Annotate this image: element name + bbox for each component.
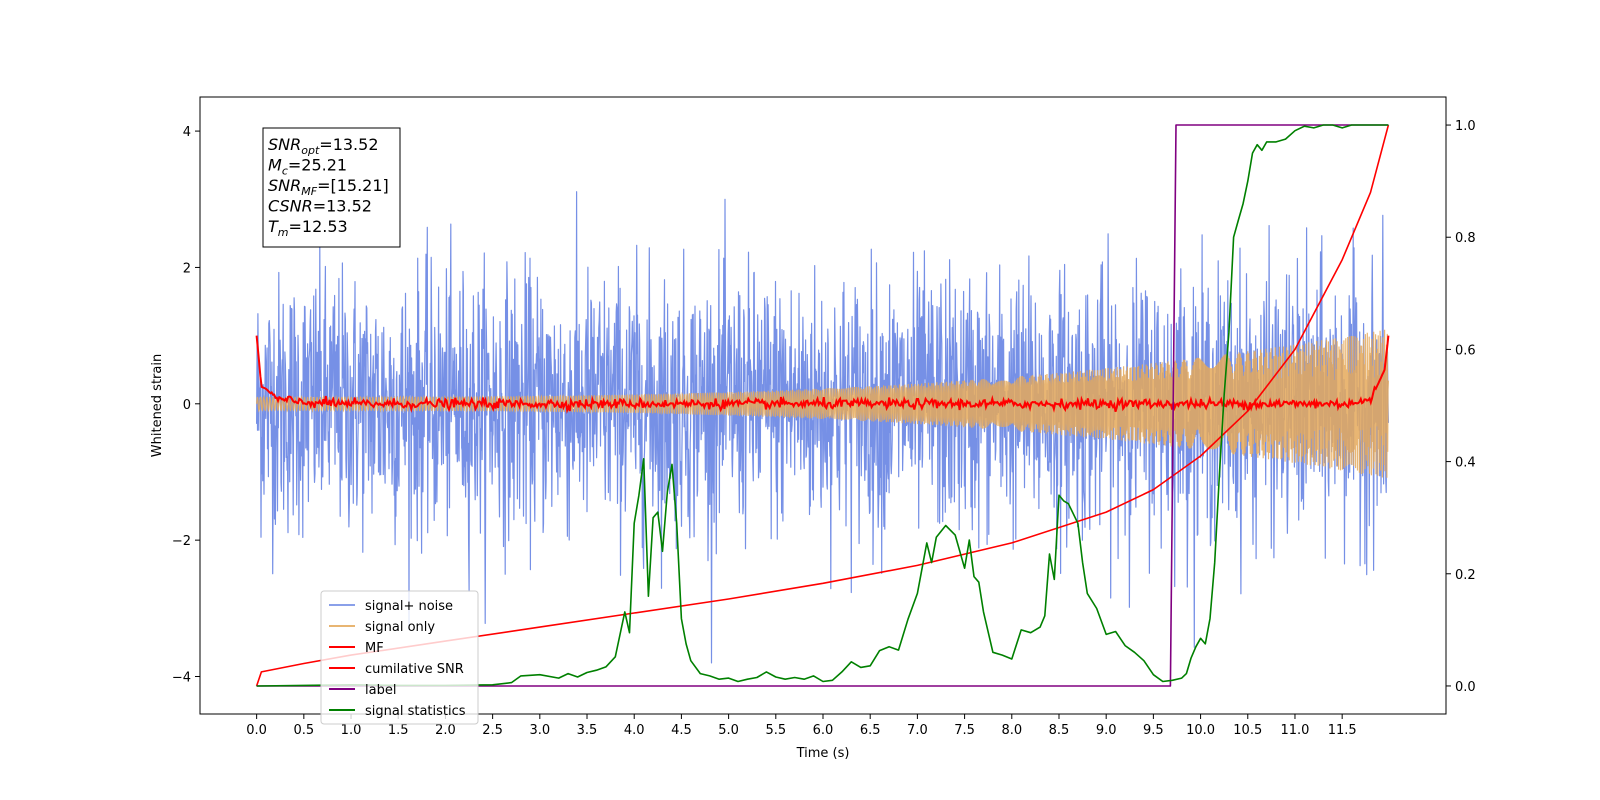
- series-label-line: [256, 124, 1389, 687]
- x-tick-label: 0.5: [293, 723, 314, 738]
- x-tick-label: 5.0: [718, 723, 739, 738]
- x-tick-label: 10.0: [1186, 723, 1215, 738]
- legend-label: cumilative SNR: [365, 662, 464, 677]
- x-tick-label: 8.0: [1001, 723, 1022, 738]
- series-signal-only-line: [256, 329, 1389, 478]
- legend-label: signal+ noise: [365, 599, 453, 614]
- series-mf-line: [255, 335, 1390, 415]
- annotation-line: CSNR=13.52: [268, 197, 372, 216]
- annotation-frame: [262, 127, 401, 248]
- y-axis-label: Whitened strain: [150, 354, 165, 457]
- legend-item: signal statistics: [329, 704, 466, 719]
- x-tick-label: 1.5: [388, 723, 409, 738]
- x-tick-label: 6.0: [813, 723, 834, 738]
- legend-item: label: [329, 683, 396, 698]
- x-tick-label: 10.5: [1233, 723, 1262, 738]
- y2-tick-label: 1.0: [1455, 119, 1476, 134]
- x-tick-label: 0.0: [246, 723, 267, 738]
- y2-tick-label: 0.2: [1455, 568, 1476, 583]
- y2-tick-label: 0.0: [1455, 680, 1476, 695]
- x-tick-label: 3.0: [529, 723, 550, 738]
- y-tick-label: 0: [183, 398, 191, 413]
- legend-frame: [320, 590, 479, 725]
- x-tick-label: 4.0: [624, 723, 645, 738]
- legend-label: signal only: [365, 620, 435, 635]
- x-tick-label: 1.0: [341, 723, 362, 738]
- legend-item: cumilative SNR: [329, 662, 464, 677]
- axis-ticks-layer: 0.0 0.5 1.0 1.5 2.0 2.5 3.0 3.5 4.0 4.5 5.0 5.5 6.0 6…: [172, 119, 1476, 738]
- series-signal-statistics-line: [256, 124, 1389, 687]
- x-tick-label: 11.0: [1280, 723, 1309, 738]
- y2-tick-label: 0.8: [1455, 231, 1476, 246]
- x-tick-label: 11.5: [1328, 723, 1357, 738]
- x-tick-label: 8.5: [1049, 723, 1070, 738]
- legend-item: signal+ noise: [329, 599, 453, 614]
- y-tick-label: 4: [183, 125, 191, 140]
- x-tick-label: 9.0: [1096, 723, 1117, 738]
- legend-label: label: [365, 683, 396, 698]
- annotation-line: SNRMF=[15.21]: [268, 176, 389, 198]
- legend-item: MF: [329, 641, 384, 656]
- y-tick-label: 2: [183, 261, 191, 276]
- x-tick-label: 2.0: [435, 723, 456, 738]
- x-axis-label: Time (s): [796, 746, 850, 761]
- annotation-line: Mc=25.21: [268, 156, 347, 178]
- legend-label: MF: [365, 641, 384, 656]
- x-tick-label: 9.5: [1143, 723, 1164, 738]
- y-tick-label: −4: [172, 671, 191, 686]
- legend-label: signal statistics: [365, 704, 466, 719]
- x-tick-label: 7.0: [907, 723, 928, 738]
- annotation-line: SNRopt=13.52: [268, 135, 379, 157]
- x-tick-label: 4.5: [671, 723, 692, 738]
- y-tick-label: −2: [172, 534, 191, 549]
- x-tick-label: 3.5: [577, 723, 598, 738]
- stats-annotation-box: SNRopt=13.52Mc=25.21SNRMF=[15.21]CSNR=13…: [262, 127, 401, 248]
- y2-tick-label: 0.4: [1455, 456, 1476, 471]
- x-tick-label: 5.5: [765, 723, 786, 738]
- annotation-line: Tm=12.53: [268, 217, 348, 239]
- x-tick-label: 2.5: [482, 723, 503, 738]
- x-tick-label: 6.5: [860, 723, 881, 738]
- x-tick-label: 7.5: [954, 723, 975, 738]
- legend: signal+ noise signal only MF cumilative SNR…: [320, 590, 479, 725]
- y2-tick-label: 0.6: [1455, 343, 1476, 358]
- legend-item: signal only: [329, 620, 435, 635]
